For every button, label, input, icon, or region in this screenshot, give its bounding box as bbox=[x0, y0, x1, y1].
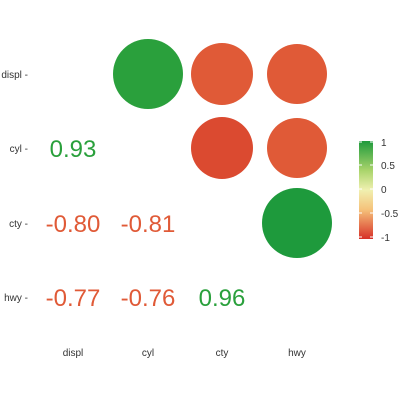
circle-displ-cyl bbox=[113, 39, 183, 109]
x-tick-label-displ: displ bbox=[63, 348, 84, 359]
x-tick-label-cyl: cyl bbox=[142, 348, 154, 359]
y-tick-label-displ: displ - bbox=[1, 70, 28, 81]
circle-cyl-cty bbox=[191, 117, 253, 179]
correlation-coefficients: 0.93 -0.80 -0.81 -0.77 -0.76 0.96 bbox=[46, 136, 246, 312]
y-tick-label-cyl: cyl - bbox=[10, 144, 28, 155]
legend-ticks bbox=[359, 141, 373, 238]
coef-hwy-cty: 0.96 bbox=[199, 285, 246, 312]
circle-cty-hwy bbox=[262, 188, 332, 258]
circle-cyl-hwy bbox=[267, 118, 327, 178]
circle-displ-cty bbox=[191, 43, 253, 105]
x-axis: displ cyl cty hwy bbox=[63, 348, 306, 359]
coef-cty-displ: -0.80 bbox=[46, 211, 101, 238]
legend-tick-label-0.5: 0.5 bbox=[381, 161, 395, 172]
correlation-circles bbox=[113, 39, 332, 258]
coef-cyl-displ: 0.93 bbox=[50, 136, 97, 163]
legend-colorbar bbox=[359, 141, 373, 239]
legend-tick-label-0: 0 bbox=[381, 185, 387, 196]
y-tick-label-hwy: hwy - bbox=[4, 293, 28, 304]
x-tick-label-hwy: hwy bbox=[288, 348, 306, 359]
coef-hwy-displ: -0.77 bbox=[46, 285, 101, 312]
circle-displ-hwy bbox=[267, 44, 327, 104]
legend-tick-label-1: 1 bbox=[381, 138, 387, 149]
legend-tick-label--1: -1 bbox=[381, 233, 390, 244]
y-axis: displ - cyl - cty - hwy - bbox=[1, 70, 28, 304]
legend: 1 0.5 0 -0.5 -1 bbox=[359, 138, 399, 244]
x-tick-label-cty: cty bbox=[216, 348, 229, 359]
y-tick-label-cty: cty - bbox=[9, 219, 28, 230]
coef-hwy-cyl: -0.76 bbox=[121, 285, 176, 312]
coef-cty-cyl: -0.81 bbox=[121, 211, 176, 238]
legend-tick-label--0.5: -0.5 bbox=[381, 209, 399, 220]
